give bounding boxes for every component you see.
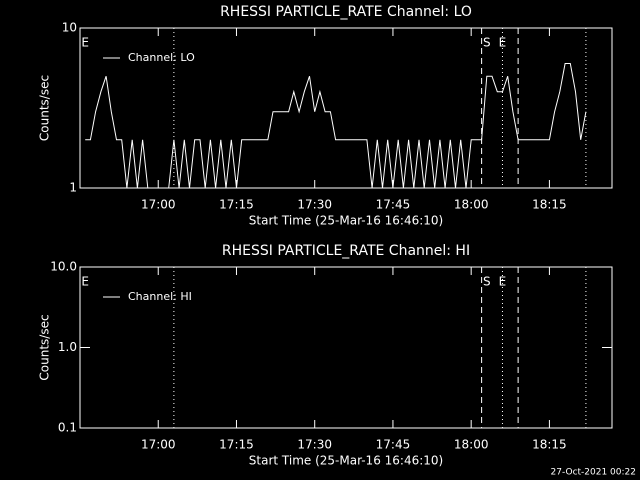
y-tick-label: 10.0 [50,260,77,274]
y-tick-label: 1 [69,181,77,195]
annotation: S [483,36,491,50]
x-tick-label: 17:45 [376,438,411,452]
x-tick-label: 17:00 [141,438,176,452]
legend-label: Channel: LO [128,51,195,64]
plot-frame [79,27,613,189]
x-axis-label: Start Time (25-Mar-16 16:46:10) [249,214,443,228]
y-tick-label: 10 [62,21,77,35]
x-tick-label: 17:45 [376,198,411,212]
x-tick-label: 17:00 [141,198,176,212]
annotation: E [499,36,507,50]
annotation: S [483,275,491,289]
x-tick-label: 18:00 [454,438,489,452]
legend-label: Channel: HI [128,290,192,303]
y-axis-label: Counts/sec [38,314,52,380]
y-axis-label: Counts/sec [38,75,52,141]
y-tick-label: 0.1 [58,421,77,435]
x-tick-label: 18:00 [454,198,489,212]
x-tick-label: 18:15 [532,198,567,212]
x-tick-label: 17:15 [219,198,254,212]
x-tick-label: 18:15 [532,438,567,452]
annotation: E [81,275,89,289]
x-tick-label: 17:15 [219,438,254,452]
annotation: E [81,36,89,50]
panel-title: RHESSI PARTICLE_RATE Channel: LO [220,4,472,20]
x-tick-label: 17:30 [297,198,332,212]
x-tick-label: 17:30 [297,438,332,452]
panel-title: RHESSI PARTICLE_RATE Channel: HI [222,243,470,259]
annotation: E [499,275,507,289]
y-tick-label: 1.0 [58,340,77,354]
data-line [85,63,587,189]
footer: 27-Oct-2021 00:22 [551,468,636,478]
x-axis-label: Start Time (25-Mar-16 16:46:10) [249,454,443,468]
